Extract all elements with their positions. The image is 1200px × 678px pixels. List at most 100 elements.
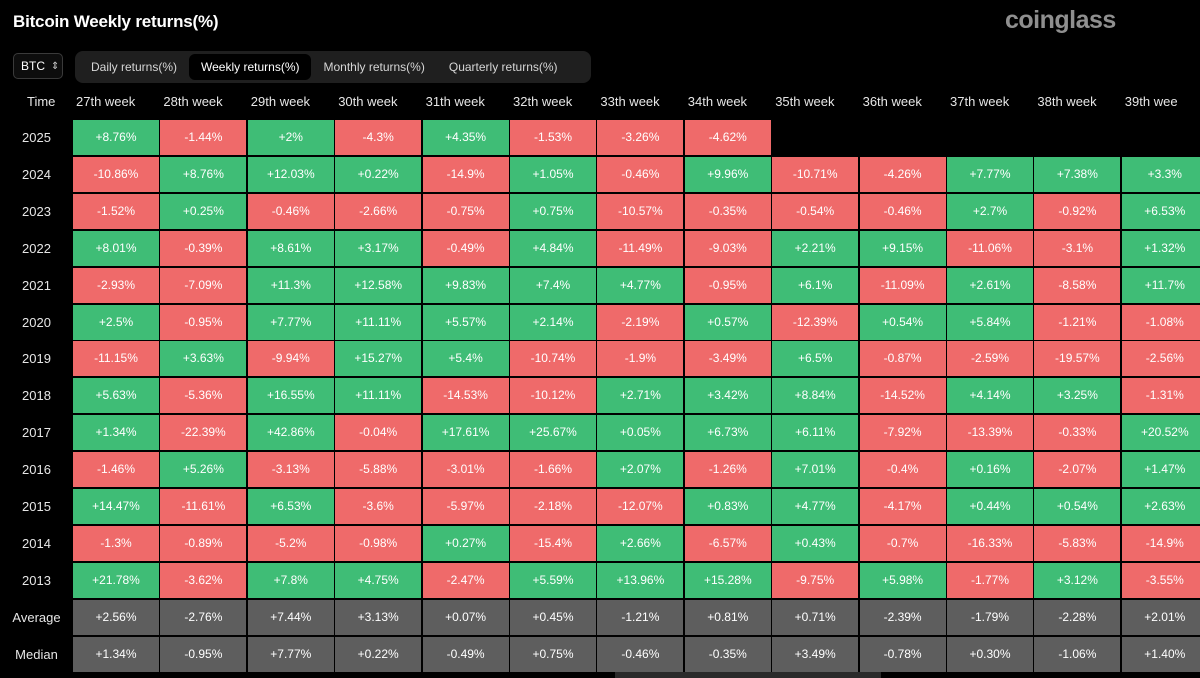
- return-cell: +14.47%: [73, 489, 159, 524]
- return-cell: +11.3%: [247, 267, 334, 303]
- summary-row: Median +1.34% -0.95% +7.77% +0.22% -0.49% +0.7…: [0, 636, 1200, 672]
- return-cell: -0.92%: [1034, 193, 1121, 229]
- return-cell: -1.46%: [73, 452, 159, 488]
- horizontal-scrollbar[interactable]: [615, 672, 881, 678]
- tab-monthly-returns[interactable]: Monthly returns(%): [323, 60, 425, 74]
- return-cell: +3.3%: [1121, 156, 1200, 192]
- return-cell: -2.56%: [1121, 341, 1200, 377]
- tab-weekly-returns[interactable]: Weekly returns(%): [189, 54, 312, 80]
- summary-label: Average: [12, 609, 61, 625]
- year-label: 2013: [22, 572, 51, 588]
- return-cell: +2.14%: [510, 304, 596, 340]
- return-cell: +0.75%: [510, 193, 596, 229]
- return-cell: +6.5%: [772, 341, 859, 377]
- header-week[interactable]: 34th week: [687, 94, 748, 109]
- return-cell: +2.21%: [772, 230, 859, 266]
- return-cell: +12.03%: [247, 156, 334, 192]
- header-week[interactable]: 28th week: [163, 94, 223, 109]
- return-cell: +0.25%: [160, 193, 247, 229]
- return-cell: +16.55%: [247, 378, 334, 414]
- return-cell: -3.01%: [422, 452, 509, 488]
- return-cell: +42.86%: [247, 415, 334, 451]
- year-label: 2024: [22, 166, 51, 182]
- return-cell: -14.9%: [1121, 525, 1200, 561]
- header-week[interactable]: 33th week: [600, 94, 660, 109]
- header-week[interactable]: 36th week: [862, 94, 922, 109]
- summary-cell: -0.49%: [422, 636, 509, 672]
- return-cell: -2.66%: [335, 193, 422, 229]
- coin-select[interactable]: BTC ⇕: [13, 53, 63, 79]
- return-cell: -1.08%: [1121, 304, 1200, 340]
- return-cell: +3.63%: [160, 341, 247, 377]
- return-cell: -0.54%: [772, 193, 859, 229]
- return-cell: -3.6%: [335, 489, 422, 524]
- return-cell: -0.04%: [335, 415, 422, 451]
- summary-cell: -2.76%: [160, 599, 247, 635]
- return-cell: +2.63%: [1121, 489, 1200, 524]
- return-cell: -4.17%: [859, 489, 946, 524]
- return-cell: +1.47%: [1121, 452, 1200, 488]
- summary-cell: +7.77%: [247, 636, 334, 672]
- return-cell: -13.39%: [947, 415, 1033, 451]
- return-cell: +1.05%: [510, 156, 596, 192]
- return-cell: -2.19%: [597, 304, 684, 340]
- tab-quarterly-returns[interactable]: Quarterly returns(%): [448, 60, 558, 74]
- summary-cell: +1.40%: [1121, 636, 1200, 672]
- summary-cell: -0.95%: [160, 636, 247, 672]
- return-cell: -11.09%: [859, 267, 946, 303]
- return-cell: -19.57%: [1034, 341, 1121, 377]
- return-cell: -10.74%: [510, 341, 596, 377]
- return-cell: -11.61%: [160, 489, 247, 524]
- header-week[interactable]: 31th week: [425, 94, 485, 109]
- return-cell: -2.18%: [510, 489, 596, 524]
- return-cell: +5.98%: [859, 562, 946, 598]
- return-cell: -0.39%: [160, 230, 247, 266]
- return-cell: -4.62%: [684, 120, 771, 155]
- return-cell: +6.1%: [772, 267, 859, 303]
- summary-cell: +0.75%: [510, 636, 596, 672]
- header-week[interactable]: 37th week: [950, 94, 1010, 109]
- return-cell: +8.76%: [73, 120, 159, 155]
- return-cell: +3.42%: [684, 378, 771, 414]
- summary-cell: -1.06%: [1034, 636, 1121, 672]
- return-cell: -1.31%: [1121, 378, 1200, 414]
- return-cell: +25.67%: [510, 415, 596, 451]
- return-cell: -1.77%: [947, 562, 1033, 598]
- return-cell: +5.57%: [422, 304, 509, 340]
- return-cell: -10.12%: [510, 378, 596, 414]
- return-cell: -14.9%: [422, 156, 509, 192]
- coinglass-logo: coinglass: [1005, 6, 1116, 34]
- return-cell: -0.4%: [859, 452, 946, 488]
- return-cell: -9.94%: [247, 341, 334, 377]
- table-header-row: Time 27th week 28th week 29th week 30th week…: [0, 88, 1200, 116]
- summary-cell: +0.30%: [947, 636, 1033, 672]
- header-week[interactable]: 35th week: [775, 94, 835, 109]
- return-cell: -1.52%: [73, 193, 159, 229]
- return-cell: -3.1%: [1034, 230, 1121, 266]
- return-cell: +2.71%: [597, 378, 684, 414]
- header-week[interactable]: 38th week: [1037, 94, 1097, 109]
- return-cell: -2.07%: [1034, 452, 1121, 488]
- tab-daily-returns[interactable]: Daily returns(%): [91, 60, 178, 74]
- summary-cell: +3.13%: [335, 599, 422, 635]
- return-cell: +6.11%: [772, 415, 859, 451]
- return-cell: -11.49%: [597, 230, 684, 266]
- header-week[interactable]: 32th week: [513, 94, 573, 109]
- header-week[interactable]: 39th wee: [1124, 94, 1178, 109]
- return-cell: -12.39%: [772, 304, 859, 340]
- return-cell: -6.57%: [684, 525, 771, 561]
- return-cell: -0.7%: [859, 525, 946, 561]
- return-cell: -1.66%: [510, 452, 596, 488]
- return-cell: +5.4%: [422, 341, 509, 377]
- return-cell: -1.53%: [510, 120, 596, 155]
- table-row: 2022 +8.01% -0.39% +8.61% +3.17% -0.49% +4.84%…: [0, 230, 1200, 266]
- year-label: 2019: [22, 351, 51, 367]
- header-week[interactable]: 27th week: [76, 94, 136, 109]
- header-week[interactable]: 29th week: [250, 94, 311, 109]
- summary-cell: +2.01%: [1121, 599, 1200, 635]
- header-week[interactable]: 30th week: [338, 94, 398, 109]
- return-cell: +4.14%: [947, 378, 1033, 414]
- return-cell: -5.97%: [422, 489, 509, 524]
- return-cell: -9.03%: [684, 230, 771, 266]
- return-cell: +11.11%: [335, 378, 422, 414]
